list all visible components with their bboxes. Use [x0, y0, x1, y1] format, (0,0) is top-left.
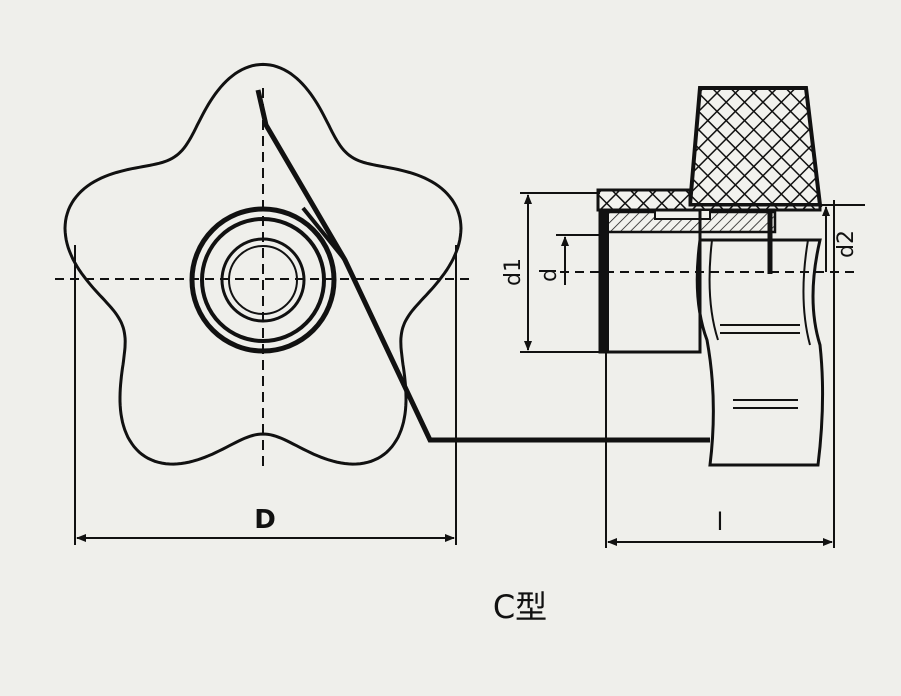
dimension-l: l — [605, 200, 835, 548]
label-D: D — [254, 505, 276, 535]
type-caption: C型 — [493, 588, 547, 626]
dimension-D: D — [74, 245, 457, 545]
label-d2: d2 — [834, 230, 859, 258]
knurled-grip — [687, 86, 823, 207]
label-l: l — [717, 508, 724, 536]
section-line — [255, 89, 710, 443]
label-d1: d1 — [501, 258, 526, 286]
section-line-2 — [301, 206, 347, 262]
label-d: d — [537, 268, 562, 282]
hub-wall — [600, 210, 609, 352]
front-view — [55, 62, 470, 470]
lobe-inner-curve-right — [802, 239, 811, 346]
dimension-d: d — [537, 234, 605, 285]
dimension-d1: d1 — [501, 192, 600, 353]
dimension-d2: d2 — [820, 204, 865, 272]
lobe-profile — [695, 238, 825, 467]
lobe-inner-curve — [708, 239, 719, 341]
